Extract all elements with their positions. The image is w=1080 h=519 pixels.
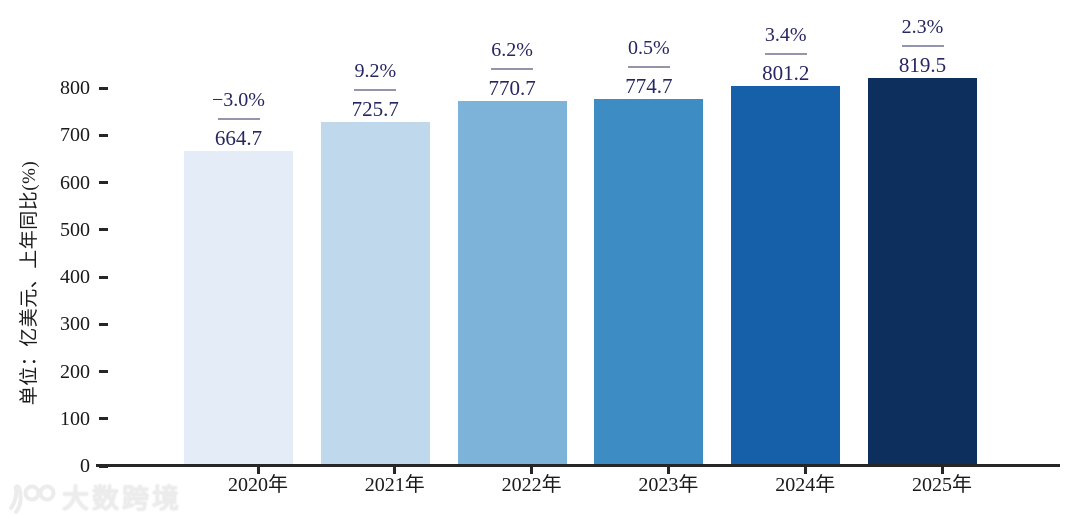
bar-annotation-2022: 6.2% 770.7 bbox=[442, 39, 582, 99]
x-axis-line bbox=[96, 464, 1060, 467]
growth-rate-label: −3.0% bbox=[212, 89, 265, 111]
x-tick-label: 2021年 bbox=[364, 474, 425, 496]
y-tick-label: 300 bbox=[60, 313, 90, 336]
value-label: 770.7 bbox=[488, 76, 536, 100]
growth-rate-label: 3.4% bbox=[764, 24, 807, 46]
value-label: 801.2 bbox=[762, 61, 810, 85]
y-tick-mark bbox=[99, 228, 108, 232]
y-tick-mark bbox=[99, 181, 108, 184]
bar-annotation-2020: −3.0% 664.7 bbox=[169, 89, 309, 149]
value-label: 819.5 bbox=[898, 53, 947, 77]
fraction-divider-line bbox=[901, 45, 944, 47]
bar-2024 bbox=[731, 86, 841, 465]
x-tick-label: 2022年 bbox=[501, 474, 562, 496]
fraction-divider-line bbox=[764, 53, 807, 55]
x-tick-mark bbox=[803, 466, 807, 474]
bar-2021 bbox=[320, 122, 430, 465]
y-tick-label: 600 bbox=[60, 171, 90, 194]
bar-annotation-2025: 2.3% 819.5 bbox=[853, 16, 993, 76]
fraction-divider-line bbox=[354, 89, 397, 91]
fraction-divider-line bbox=[491, 68, 534, 70]
x-tick-mark bbox=[940, 466, 944, 474]
y-tick-label: 200 bbox=[60, 360, 90, 383]
value-label: 664.7 bbox=[214, 126, 263, 150]
growth-rate-label: 0.5% bbox=[628, 37, 670, 59]
fraction-divider-line bbox=[217, 118, 260, 120]
y-tick-label: 0 bbox=[80, 455, 90, 477]
watermark-text: 大数跨境 bbox=[62, 484, 182, 514]
bar-annotation-2023: 0.5% 774.7 bbox=[579, 37, 719, 97]
y-tick-mark bbox=[99, 322, 108, 326]
x-tick-label: 2020年 bbox=[228, 474, 288, 496]
y-tick-mark bbox=[99, 417, 108, 421]
x-tick-mark bbox=[530, 466, 534, 474]
y-tick-mark bbox=[99, 86, 108, 90]
x-tick-label: 2023年 bbox=[638, 474, 699, 496]
y-tick-mark bbox=[99, 133, 108, 137]
y-tick-label: 400 bbox=[60, 266, 90, 288]
x-tick-mark bbox=[256, 466, 260, 474]
growth-rate-label: 9.2% bbox=[354, 60, 397, 82]
value-label: 725.7 bbox=[351, 97, 399, 121]
fraction-divider-line bbox=[627, 66, 670, 68]
x-tick-mark bbox=[393, 466, 397, 474]
y-tick-label: 100 bbox=[60, 407, 90, 430]
x-tick-label: 2024年 bbox=[775, 474, 836, 496]
bar-2020 bbox=[184, 151, 293, 465]
y-tick-mark bbox=[99, 275, 108, 279]
growth-rate-label: 2.3% bbox=[901, 16, 944, 38]
growth-rate-label: 6.2% bbox=[491, 39, 533, 61]
y-tick-label: 500 bbox=[60, 218, 90, 241]
watermark-100-logo-icon bbox=[8, 482, 56, 516]
watermark: 大数跨境 bbox=[8, 481, 182, 517]
y-tick-label: 700 bbox=[60, 124, 90, 147]
bar-2023 bbox=[594, 99, 704, 465]
bar-2025 bbox=[868, 78, 977, 465]
bar-2022 bbox=[457, 101, 567, 465]
value-label: 774.7 bbox=[625, 74, 673, 98]
x-tick-mark bbox=[666, 466, 670, 474]
y-tick-mark bbox=[99, 370, 108, 373]
bar-annotation-2021: 9.2% 725.7 bbox=[305, 60, 445, 120]
bar-annotation-2024: 3.4% 801.2 bbox=[716, 24, 856, 84]
x-tick-label: 2025年 bbox=[912, 474, 972, 496]
y-tick-label: 800 bbox=[60, 77, 90, 99]
